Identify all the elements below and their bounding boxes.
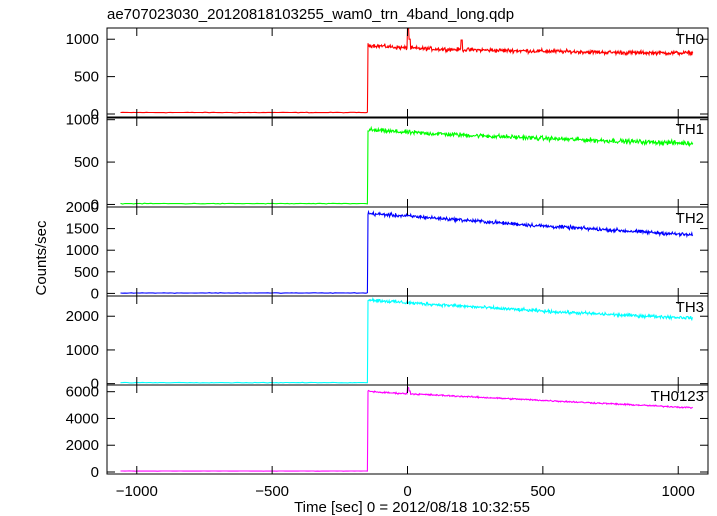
panel-frame [106, 384, 709, 475]
panel-label: TH2 [676, 210, 704, 227]
x-axis-label: Time [sec] 0 = 2012/08/18 10:32:55 [294, 499, 530, 516]
x-tick-label: 0 [403, 483, 411, 500]
x-tick-label: 500 [530, 483, 555, 500]
y-tick-label: 0 [91, 196, 99, 213]
series-line-th3 [120, 296, 694, 384]
y-tick-label: 0 [91, 106, 99, 123]
panel-th0: 0 500 1000 TH0 [66, 27, 709, 123]
panel-label: TH0123 [651, 388, 704, 405]
panel-frame [106, 206, 709, 297]
panel-label: TH3 [676, 299, 704, 316]
series-line-th0 [120, 28, 694, 114]
y-tick-label: 2000 [66, 308, 99, 325]
panel-label: TH0 [676, 31, 704, 48]
y-tick-label: 1000 [66, 31, 99, 48]
series-line-th1 [120, 125, 694, 205]
y-tick-label: 1000 [66, 242, 99, 259]
panel-th0123: 0 2000 4000 6000 TH0123 [66, 384, 709, 481]
y-tick-label: 2000 [66, 199, 99, 216]
y-axis-label: Counts/sec [33, 220, 50, 296]
y-tick-label: 500 [74, 69, 99, 86]
panel-th2: 0 500 1000 1500 2000 TH2 [66, 199, 709, 302]
panel-th3: 0 1000 2000 TH3 [66, 295, 709, 393]
series-line-th2 [120, 209, 694, 294]
y-tick-label: 1500 [66, 221, 99, 238]
series-line-th0123 [120, 387, 693, 472]
panel-frame [106, 295, 709, 386]
y-tick-label: 0 [91, 285, 99, 302]
chart-title: ae707023030_20120818103255_wam0_trn_4ban… [107, 6, 514, 23]
y-tick-label: 0 [91, 464, 99, 481]
y-tick-label: 2000 [66, 437, 99, 454]
y-tick-label: 500 [74, 264, 99, 281]
x-tick-label: −1000 [116, 483, 158, 500]
y-tick-label: 0 [91, 376, 99, 393]
panels-group: 0 500 1000 TH0 0 500 1000 TH1 0 500 1000 1500 2000 TH… [66, 27, 709, 500]
x-tick-label: 1000 [662, 483, 695, 500]
panel-th1: 0 500 1000 TH1 [66, 112, 709, 213]
y-tick-label: 6000 [66, 384, 99, 401]
y-tick-label: 1000 [66, 112, 99, 129]
panel-label: TH1 [676, 121, 704, 138]
y-tick-label: 4000 [66, 410, 99, 427]
y-tick-label: 1000 [66, 342, 99, 359]
x-tick-label: −500 [255, 483, 289, 500]
y-tick-label: 500 [74, 154, 99, 171]
